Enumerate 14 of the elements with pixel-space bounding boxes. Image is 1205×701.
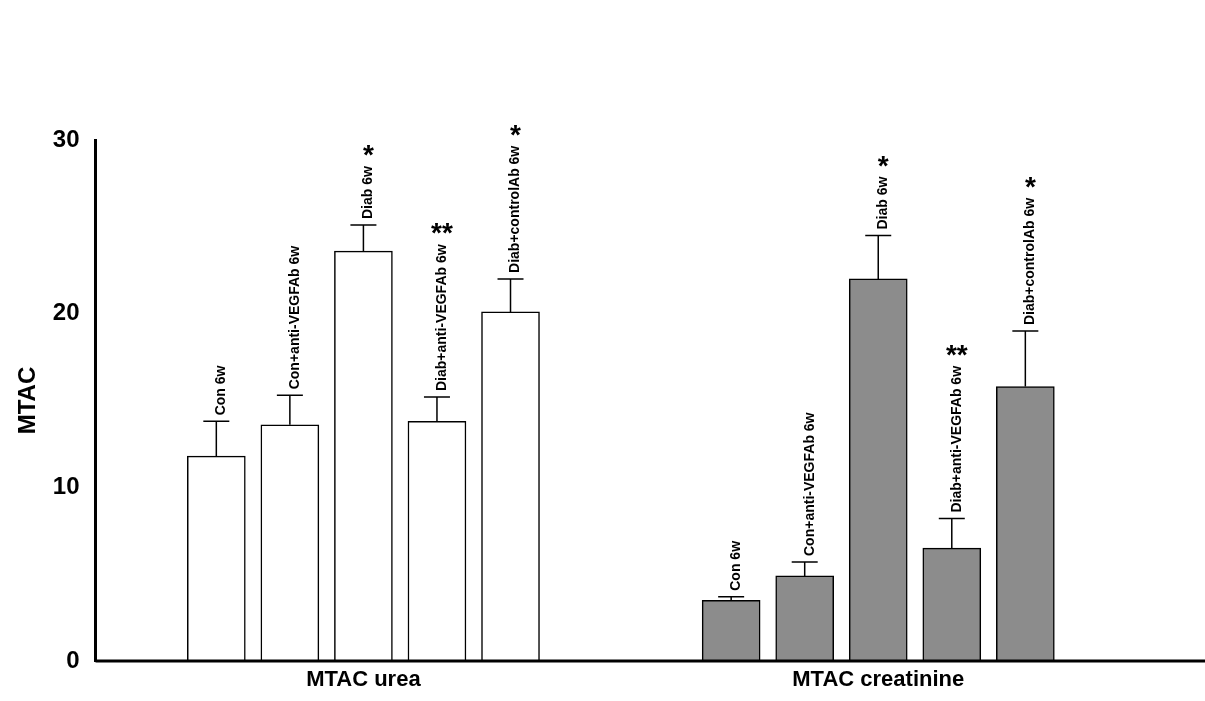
x-tick-label: Con+anti-VEGFAb 6w	[285, 245, 302, 390]
y-tick-label: 10	[52, 471, 80, 499]
y-tick-label: 20	[52, 298, 80, 326]
x-tick-label: Diab+anti-VEGFAb 6w	[432, 244, 449, 392]
x-tick-label: Diab 6w	[874, 176, 891, 230]
y-axis-title: MTAC	[13, 366, 41, 435]
x-tick-label: Diab 6w	[359, 166, 376, 220]
x-tick-label: Con+anti-VEGFAb 6w	[800, 412, 817, 557]
x-tick-label: Con 6w	[212, 365, 229, 416]
x-tick-label: Con 6w	[727, 540, 744, 591]
y-tick-label: 30	[52, 124, 80, 152]
y-tick-label: 0	[66, 645, 80, 673]
series-label: MTAC creatinine	[792, 666, 965, 692]
series-label: MTAC urea	[306, 666, 422, 692]
